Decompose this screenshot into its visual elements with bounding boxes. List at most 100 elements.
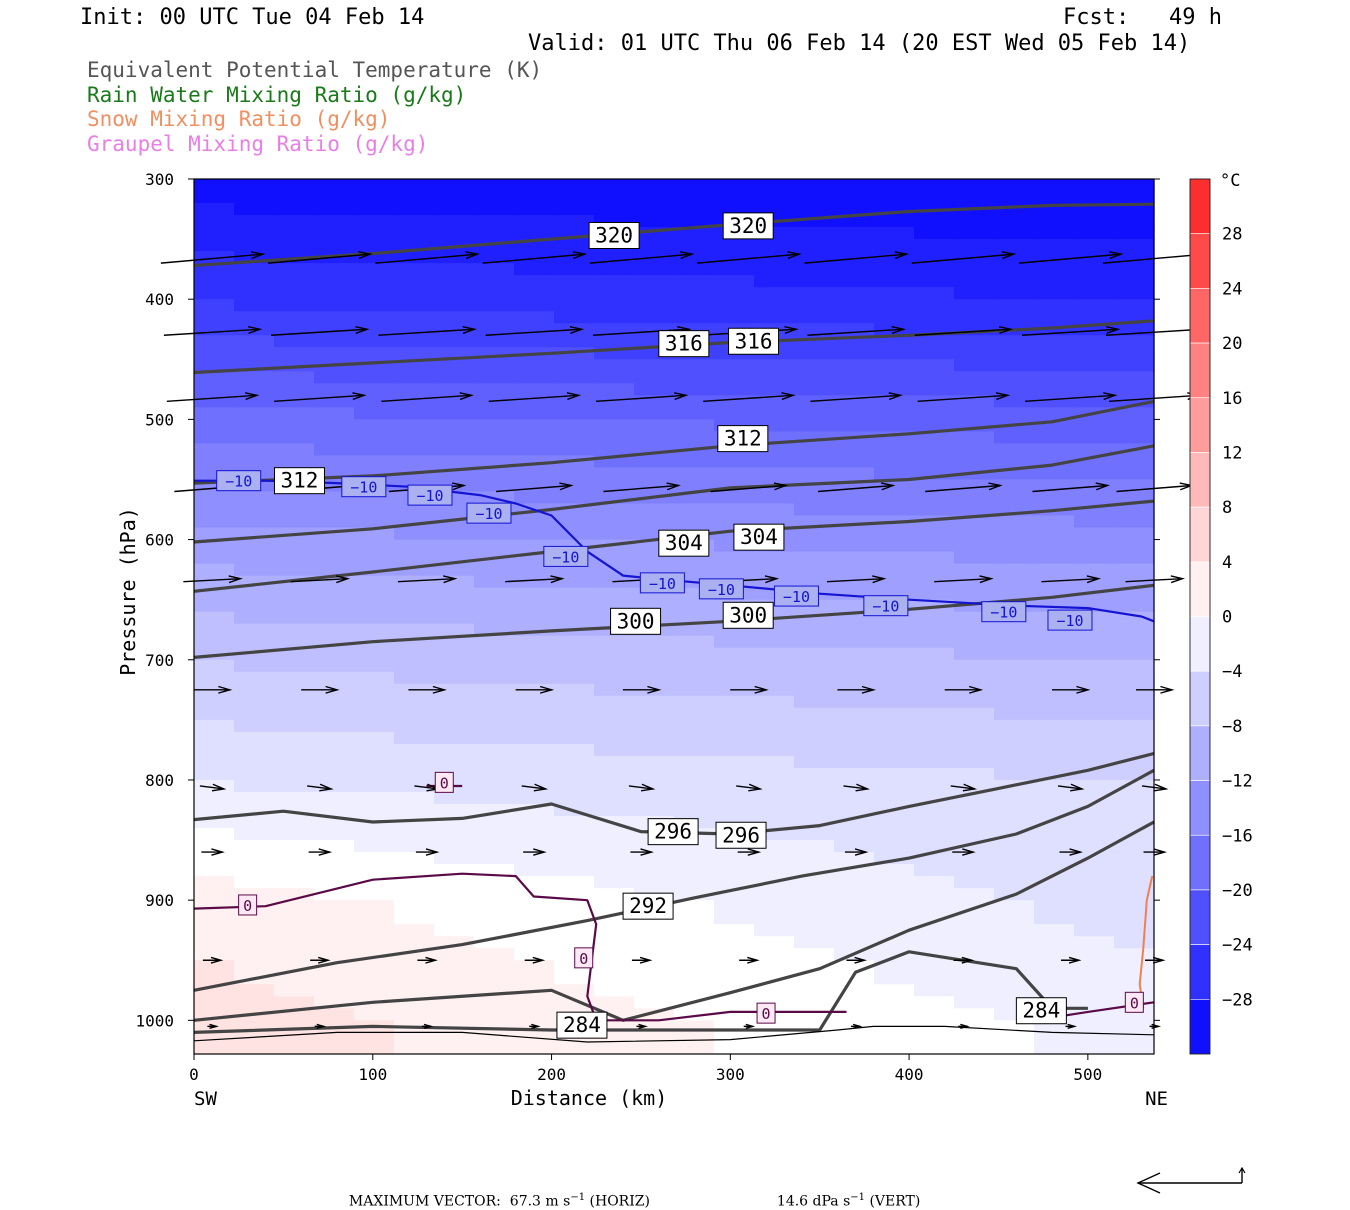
temp-cell <box>1114 455 1155 469</box>
x-tick-label: 200 <box>537 1065 566 1084</box>
temp-cell <box>234 840 275 853</box>
temp-cell <box>794 443 835 457</box>
temp-cell <box>1074 996 1115 1009</box>
temp-cell <box>234 611 275 625</box>
temp-cell <box>394 960 435 973</box>
temp-cell <box>674 900 715 913</box>
temp-cell <box>354 647 395 661</box>
temp-cell <box>1074 263 1115 276</box>
temp-cell <box>314 299 355 312</box>
temp-cell <box>674 263 715 276</box>
temp-cell <box>514 840 555 853</box>
temp-cell <box>714 359 755 372</box>
temp-cell <box>474 431 515 445</box>
temp-cell <box>674 299 715 312</box>
temp-cell <box>994 791 1035 805</box>
wind-vector-head <box>1095 482 1111 491</box>
temp-cell <box>1114 539 1155 553</box>
temp-cell <box>874 767 915 781</box>
temp-cell <box>394 876 435 889</box>
temp-cell <box>1034 347 1075 360</box>
temp-cell <box>354 551 395 565</box>
temp-cell <box>314 972 355 985</box>
temp-cell <box>394 900 435 913</box>
temp-cell <box>234 755 275 769</box>
temp-cell <box>994 707 1035 721</box>
temp-cell <box>954 876 995 889</box>
temp-cell <box>1074 515 1115 529</box>
temp-cell <box>554 179 595 192</box>
theta-e-label-box <box>556 1011 608 1039</box>
temp-cell <box>274 900 315 913</box>
wind-vector-head <box>872 575 887 584</box>
temp-cell <box>634 263 675 276</box>
temp-cell <box>1074 888 1115 901</box>
temp-cell <box>354 599 395 613</box>
theta-e-label-box <box>273 467 325 495</box>
temp-cell <box>554 395 595 408</box>
temp-cell <box>234 227 275 240</box>
temp-cell <box>1114 900 1155 913</box>
vert-vector-unit: (VERT) <box>869 1193 921 1210</box>
temp-cell <box>234 599 275 613</box>
temp-cell <box>674 791 715 805</box>
max-vector-note: MAXIMUM VECTOR: 67.3 m s−1 (HORIZ) <box>340 1176 650 1210</box>
temp-cell <box>314 215 355 228</box>
temp-cell <box>194 203 235 216</box>
temp-cell <box>474 852 515 865</box>
temp-cell <box>314 515 355 529</box>
temp-cell <box>874 407 915 420</box>
temp-cell <box>874 227 915 240</box>
wind-vector-head <box>962 848 976 856</box>
temp-cell <box>1074 563 1115 577</box>
temp-cell <box>314 551 355 565</box>
theta-e-contour-304 <box>193 499 1155 593</box>
legend-rain-water: Rain Water Mixing Ratio (g/kg) <box>87 83 467 107</box>
temp-cell <box>194 551 235 565</box>
valid-time: Valid: 01 UTC Thu 06 Feb 14 (20 EST Wed … <box>528 31 1191 56</box>
temp-cell <box>834 419 875 433</box>
temp-cell <box>834 671 875 685</box>
temp-cell <box>994 275 1035 288</box>
wind-vector-head <box>888 392 903 401</box>
temp-cell <box>634 515 675 529</box>
temp-cell <box>194 383 235 396</box>
temp-cell <box>554 816 595 829</box>
temp-cell <box>234 816 275 829</box>
temp-cell <box>874 299 915 312</box>
temp-cell <box>634 203 675 216</box>
temp-cell <box>674 635 715 649</box>
temp-cell <box>314 335 355 348</box>
colorbar-tick-label: 16 <box>1222 389 1242 409</box>
temp-cell <box>554 599 595 613</box>
temp-cell <box>554 587 595 601</box>
temp-cell <box>754 695 795 709</box>
temp-cell <box>314 936 355 949</box>
wind-vector-head <box>1103 392 1118 401</box>
temp-cell <box>634 383 675 396</box>
temp-cell <box>954 996 995 1009</box>
temp-cell <box>754 635 795 649</box>
temp-cell <box>834 852 875 865</box>
wind-vector-head <box>228 575 243 584</box>
isotherm-0 <box>193 872 847 1022</box>
temp-cell <box>314 611 355 625</box>
temp-cell <box>874 996 915 1009</box>
temp-cell <box>434 671 475 685</box>
temp-cell <box>994 191 1035 204</box>
temp-cell <box>234 671 275 685</box>
temp-cell <box>674 275 715 288</box>
temp-cell <box>514 251 555 264</box>
temp-cell <box>514 443 555 457</box>
temp-cell <box>514 491 555 505</box>
wind-vector-head <box>747 956 760 964</box>
temp-cell <box>314 876 355 889</box>
temp-cell <box>274 311 315 324</box>
temp-cell <box>634 311 675 324</box>
temp-cell <box>754 852 795 865</box>
temp-cell <box>874 1008 915 1021</box>
temp-cell <box>554 876 595 889</box>
wind-vector-head <box>1160 685 1175 694</box>
wind-vector-head <box>968 685 984 694</box>
temp-cell <box>954 563 995 577</box>
